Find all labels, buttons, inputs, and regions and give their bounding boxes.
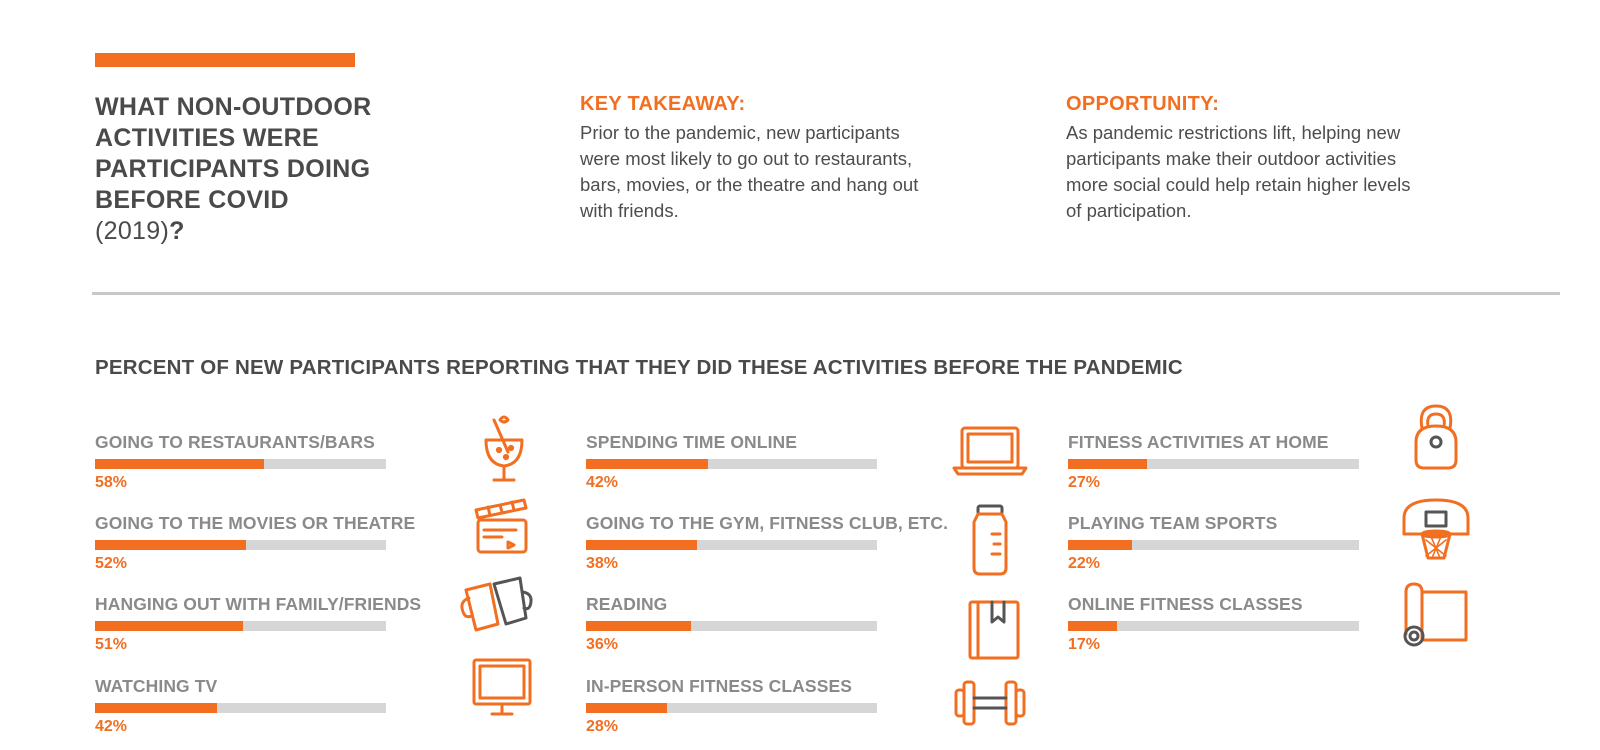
bar-label: GOING TO THE GYM, FITNESS CLUB, ETC. <box>586 513 949 533</box>
bar-label: GOING TO THE MOVIES OR THEATRE <box>95 513 416 533</box>
bar-fill <box>95 459 264 469</box>
bar-track <box>1068 540 1359 550</box>
key-takeaway-heading: KEY TAKEAWAY: <box>580 93 746 115</box>
bar-fill <box>1068 459 1147 469</box>
bar-track <box>95 459 386 469</box>
mugs-icon <box>456 568 536 644</box>
bar-fill <box>95 540 247 550</box>
bar-label: FITNESS ACTIVITIES AT HOME <box>1068 432 1329 452</box>
question-year-line: (2019)? <box>95 216 425 247</box>
question-line-3: PARTICIPANTS DOING <box>95 155 371 183</box>
opportunity-block: OPPORTUNITY: As pandemic restrictions li… <box>1066 92 1456 224</box>
question-title: WHAT NON-OUTDOOR ACTIVITIES WERE PARTICI… <box>95 92 425 247</box>
bar-label: IN-PERSON FITNESS CLASSES <box>586 676 853 696</box>
opportunity-line-3: more social could help retain higher lev… <box>1066 174 1411 195</box>
key-takeaway-block: KEY TAKEAWAY: Prior to the pandemic, new… <box>580 92 970 224</box>
bar-item: READING 36% <box>586 594 946 668</box>
bar-value-label: 17% <box>1068 636 1101 653</box>
bar-item: GOING TO THE GYM, FITNESS CLUB, ETC. 38% <box>586 513 949 587</box>
bar-value-label: 42% <box>95 718 128 735</box>
bar-track <box>95 621 386 631</box>
bar-label: READING <box>586 594 668 614</box>
question-mark: ? <box>169 217 185 245</box>
bar-item: GOING TO THE MOVIES OR THEATRE 52% <box>95 513 455 587</box>
book-icon <box>954 596 1034 672</box>
bar-label: ONLINE FITNESS CLASSES <box>1068 594 1303 614</box>
bar-value-label: 22% <box>1068 555 1101 572</box>
key-takeaway-line-1: Prior to the pandemic, new participants <box>580 122 900 143</box>
bar-fill <box>586 540 697 550</box>
opportunity-text: As pandemic restrictions lift, helping n… <box>1066 120 1456 224</box>
bar-fill <box>586 459 709 469</box>
bar-label: SPENDING TIME ONLINE <box>586 432 798 452</box>
bar-fill <box>95 703 218 713</box>
header-accent-rule <box>95 53 355 67</box>
bar-label: WATCHING TV <box>95 676 218 696</box>
bar-fill <box>586 703 668 713</box>
tv-icon <box>462 650 542 726</box>
section-divider <box>92 292 1560 295</box>
bar-item: SPENDING TIME ONLINE 42% <box>586 432 946 506</box>
bar-track <box>586 540 877 550</box>
bar-track <box>95 703 386 713</box>
bar-value-label: 38% <box>586 555 619 572</box>
bar-value-label: 52% <box>95 555 128 572</box>
water-bottle-icon <box>950 504 1030 580</box>
opportunity-line-4: of participation. <box>1066 200 1192 221</box>
basketball-hoop-icon <box>1396 494 1476 570</box>
bar-item: GOING TO RESTAURANTS/BARS 58% <box>95 432 455 506</box>
opportunity-line-1: As pandemic restrictions lift, helping n… <box>1066 122 1401 143</box>
opportunity-line-2: participants make their outdoor activiti… <box>1066 148 1397 169</box>
bar-fill <box>1068 540 1133 550</box>
clapperboard-icon <box>462 490 542 566</box>
bar-item: HANGING OUT WITH FAMILY/FRIENDS 51% <box>95 594 455 668</box>
key-takeaway-text: Prior to the pandemic, new participants … <box>580 120 970 224</box>
bar-label: HANGING OUT WITH FAMILY/FRIENDS <box>95 594 422 614</box>
bar-value-label: 28% <box>586 718 619 735</box>
chart-title: PERCENT OF NEW PARTICIPANTS REPORTING TH… <box>95 356 1183 379</box>
key-takeaway-line-2: were most likely to go out to restaurant… <box>580 148 913 169</box>
bar-track <box>1068 459 1359 469</box>
opportunity-heading: OPPORTUNITY: <box>1066 93 1220 115</box>
question-line-2: ACTIVITIES WERE <box>95 124 319 152</box>
yoga-mat-icon <box>1396 580 1476 656</box>
key-takeaway-line-4: with friends. <box>580 200 679 221</box>
bar-track <box>586 459 877 469</box>
bar-fill <box>1068 621 1118 631</box>
bar-value-label: 51% <box>95 636 128 653</box>
kettlebell-icon <box>1396 402 1476 478</box>
bar-fill <box>586 621 691 631</box>
bar-value-label: 42% <box>586 474 619 491</box>
bar-item: FITNESS ACTIVITIES AT HOME 27% <box>1068 432 1428 506</box>
bar-track <box>1068 621 1359 631</box>
bar-item: IN-PERSON FITNESS CLASSES 28% <box>586 676 946 750</box>
bar-track <box>586 621 877 631</box>
bar-item: PLAYING TEAM SPORTS 22% <box>1068 513 1428 587</box>
bar-track <box>95 540 386 550</box>
bar-item: ONLINE FITNESS CLASSES 17% <box>1068 594 1428 668</box>
bar-value-label: 58% <box>95 474 128 491</box>
bar-fill <box>95 621 244 631</box>
bar-label: GOING TO RESTAURANTS/BARS <box>95 432 375 452</box>
key-takeaway-line-3: bars, movies, or the theatre and hang ou… <box>580 174 919 195</box>
bar-track <box>586 703 877 713</box>
bar-value-label: 27% <box>1068 474 1101 491</box>
bar-value-label: 36% <box>586 636 619 653</box>
question-line-4: BEFORE COVID <box>95 186 289 214</box>
dumbbell-icon <box>950 672 1030 748</box>
cocktail-glass-icon <box>464 412 544 488</box>
bar-label: PLAYING TEAM SPORTS <box>1068 513 1278 533</box>
laptop-icon <box>950 418 1030 494</box>
bar-item: WATCHING TV 42% <box>95 676 455 750</box>
question-year: (2019) <box>95 217 170 245</box>
question-line-1: WHAT NON-OUTDOOR <box>95 93 372 121</box>
